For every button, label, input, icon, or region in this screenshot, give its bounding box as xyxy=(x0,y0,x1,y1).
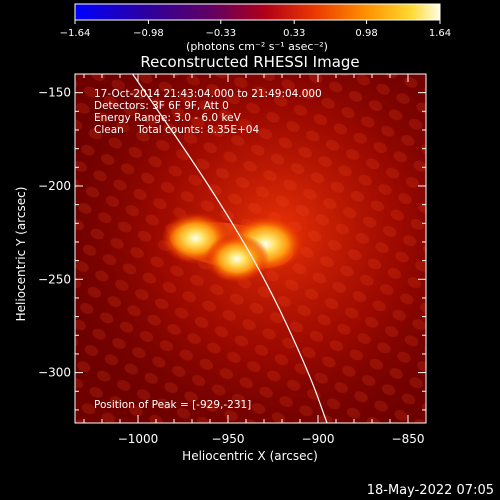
footer-date: 18-May-2022 07:05 xyxy=(367,483,494,498)
colorbar-tick-label: −0.98 xyxy=(133,28,164,39)
annotation-detectors: Detectors: 3F 6F 9F, Att 0 xyxy=(94,100,229,112)
annotation-block: 17-Oct-2014 21:43:04.000 to 21:49:04.000… xyxy=(94,88,322,136)
x-axis-label: Heliocentric X (arcsec) xyxy=(182,449,318,463)
colorbar-tick-label: 0.98 xyxy=(355,28,377,39)
plot-area xyxy=(75,74,426,423)
plot-frame xyxy=(74,73,427,424)
y-tick-label: −300 xyxy=(38,366,71,380)
colorbar-tick-label: 1.64 xyxy=(429,28,451,39)
x-tick-label: −1000 xyxy=(118,432,159,446)
x-tick-label: −900 xyxy=(302,432,335,446)
y-axis-ticks: −150 −200 −250 −300 xyxy=(38,73,426,411)
colorbar-gradient xyxy=(74,3,441,21)
x-tick-label: −950 xyxy=(212,432,245,446)
colorbar-tick-label: −0.33 xyxy=(205,28,236,39)
peak-position-label: Position of Peak = [-929,-231] xyxy=(94,399,251,411)
colorbar-ticks: −1.64 −0.98 −0.33 0.33 0.98 1.64 xyxy=(60,20,451,39)
x-axis-ticks: −1000 −950 −900 −850 xyxy=(83,74,427,446)
y-tick-label: −200 xyxy=(38,179,71,193)
emission-sources xyxy=(160,212,305,284)
colorbar-tick-label: −1.64 xyxy=(60,28,91,39)
annotation-energy-range: Energy Range: 3.0 - 6.0 keV xyxy=(94,112,242,124)
y-tick-label: −150 xyxy=(38,86,71,100)
x-tick-label: −850 xyxy=(392,432,425,446)
annotation-time-range: 17-Oct-2014 21:43:04.000 to 21:49:04.000 xyxy=(94,88,322,100)
annotation-clean-counts: Clean Total counts: 8.35E+04 xyxy=(94,124,259,136)
y-tick-label: −250 xyxy=(38,272,71,286)
colorbar-label: (photons cm⁻² s⁻¹ asec⁻²) xyxy=(186,40,328,53)
colorbar-tick-label: 0.33 xyxy=(283,28,305,39)
y-axis-label: Heliocentric Y (arcsec) xyxy=(14,187,28,322)
chart-title: Reconstructed RHESSI Image xyxy=(140,53,359,71)
solar-limb xyxy=(132,74,328,423)
source-blob xyxy=(204,234,270,284)
colorbar: −1.64 −0.98 −0.33 0.33 0.98 1.64 (photons cm⁻… xyxy=(60,3,451,53)
